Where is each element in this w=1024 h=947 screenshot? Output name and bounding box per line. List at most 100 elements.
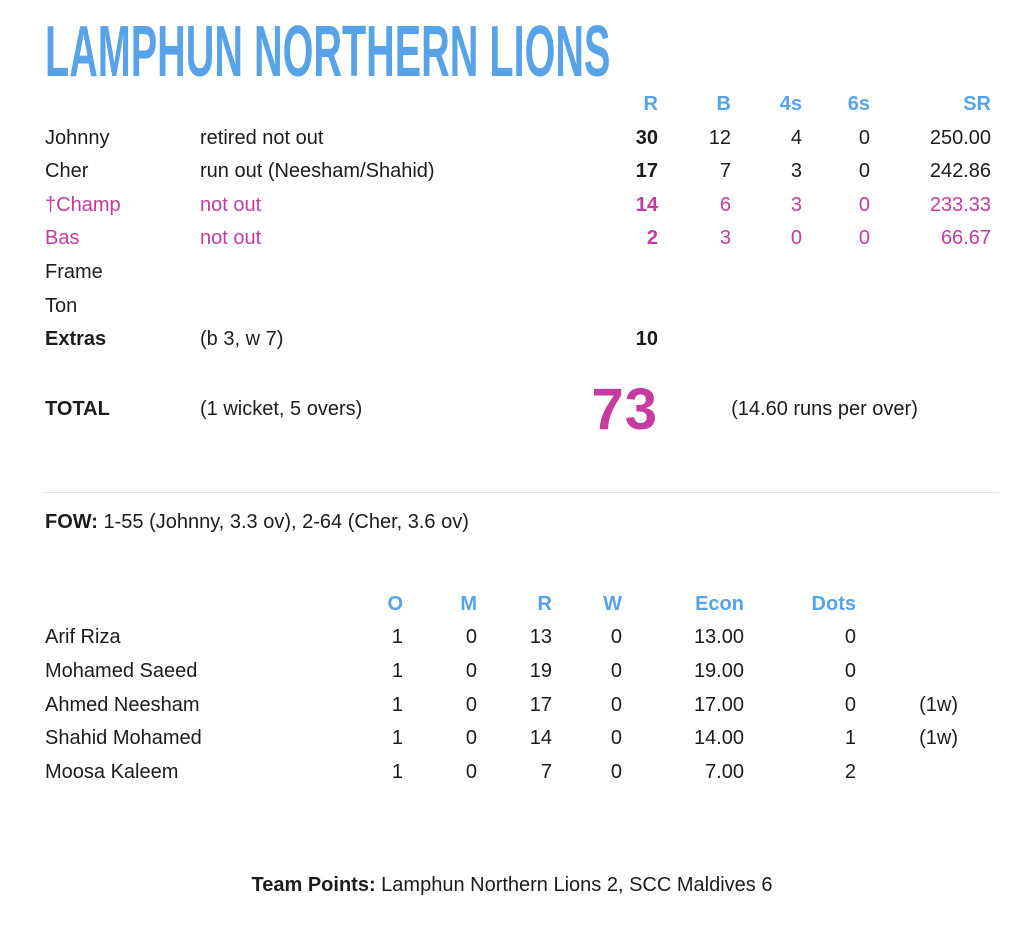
- maidens-value: 0: [465, 659, 477, 682]
- bowling-col-bowler: [45, 588, 295, 622]
- total-score: 73: [591, 376, 658, 442]
- batsman-name: Johnny: [45, 126, 110, 149]
- bowling-col-dots: Dots: [811, 592, 856, 615]
- bowling-row: Ahmed Neesham 1 0 17 0 17.00 0 (1w): [45, 689, 958, 723]
- batting-col-balls: B: [716, 93, 731, 115]
- wickets-value: 0: [610, 693, 622, 716]
- batting-col-fours: 4s: [779, 93, 802, 115]
- fall-of-wickets: FOW: 1-55 (Johnny, 3.3 ov), 2-64 (Cher, …: [45, 506, 1024, 539]
- bowling-col-overs: O: [387, 592, 403, 615]
- runs-conceded-value: 14: [529, 727, 552, 750]
- run-rate: (14.60 runs per over): [731, 398, 918, 421]
- extras-label: Extras: [45, 328, 107, 351]
- bowling-extras-value: [856, 621, 958, 655]
- batsman-name: Frame: [45, 260, 103, 283]
- balls-value: 3: [719, 227, 731, 250]
- runs-value: 2: [646, 227, 658, 250]
- runs-value: [503, 256, 658, 290]
- total-row: TOTAL (1 wicket, 5 overs) 73 (14.60 runs…: [45, 375, 1024, 445]
- batting-row-not-out: †Champ not out 14 6 3 0 233.33: [45, 189, 991, 223]
- bowling-row: Moosa Kaleem 1 0 7 0 7.00 2: [45, 756, 958, 790]
- bowling-col-economy: Econ: [695, 592, 744, 615]
- batsman-name: †Champ: [45, 193, 121, 216]
- sixes-value: [802, 290, 870, 324]
- batting-row: Ton: [45, 290, 991, 324]
- fow-text: 1-55 (Johnny, 3.3 ov), 2-64 (Cher, 3.6 o…: [97, 510, 469, 533]
- overs-value: 1: [391, 693, 403, 716]
- dismissal-text: retired not out: [200, 126, 324, 149]
- bowling-extras-value: [856, 655, 958, 689]
- runs-conceded-value: 7: [540, 760, 552, 783]
- scorecard-page: { "colors": { "accent_blue": "#58a3e8", …: [0, 12, 1024, 947]
- overs-value: 1: [391, 659, 403, 682]
- dismissal-text: [200, 290, 503, 324]
- bowling-col-wickets: W: [603, 592, 622, 615]
- sixes-value: [802, 256, 870, 290]
- fours-value: 3: [790, 193, 802, 216]
- sixes-value: 0: [858, 126, 870, 149]
- wickets-value: 0: [610, 760, 622, 783]
- fours-value: 0: [790, 227, 802, 250]
- bowling-row: Mohamed Saeed 1 0 19 0 19.00 0: [45, 655, 958, 689]
- overs-value: 1: [391, 727, 403, 750]
- bowler-name: Mohamed Saeed: [45, 659, 198, 682]
- batting-row: Frame: [45, 256, 991, 290]
- team-title: LAMPHUN NORTHERN LIONS: [45, 12, 611, 92]
- strike-rate-value: 242.86: [929, 160, 991, 183]
- fow-label: FOW:: [45, 510, 98, 533]
- dismissal-text: not out: [200, 227, 262, 250]
- maidens-value: 0: [465, 760, 477, 783]
- total-label: TOTAL: [45, 398, 110, 421]
- strike-rate-value: 66.67: [940, 227, 991, 250]
- batting-col-strike-rate: SR: [963, 93, 991, 115]
- total-detail: (1 wicket, 5 overs): [200, 398, 363, 421]
- strike-rate-value: [870, 290, 991, 324]
- fours-value: [731, 290, 802, 324]
- dots-value: 0: [844, 693, 856, 716]
- wickets-value: 0: [610, 626, 622, 649]
- dots-value: 0: [844, 659, 856, 682]
- sixes-value: 0: [858, 193, 870, 216]
- batting-col-sixes: 6s: [847, 93, 870, 115]
- batting-col-player: [45, 88, 200, 122]
- balls-value: 7: [719, 160, 731, 183]
- maidens-value: 0: [465, 693, 477, 716]
- batting-col-runs: R: [643, 93, 658, 115]
- maidens-value: 0: [465, 727, 477, 750]
- batsman-name: Ton: [45, 294, 78, 317]
- batsman-name: Bas: [45, 227, 80, 250]
- maidens-value: 0: [465, 626, 477, 649]
- bowling-col-runs: R: [537, 592, 552, 615]
- bowling-table: O M R W Econ Dots Arif Riza 1 0 13 0 13.…: [45, 588, 958, 790]
- bowling-extras-value: [856, 756, 958, 790]
- overs-value: 1: [391, 626, 403, 649]
- bowling-col-extras: [856, 588, 958, 622]
- wickets-value: 0: [610, 659, 622, 682]
- batsman-name: Cher: [45, 160, 89, 183]
- fours-value: [731, 256, 802, 290]
- header: LAMPHUN NORTHERN LIONS: [45, 12, 1024, 92]
- runs-value: 30: [635, 126, 658, 149]
- batting-row: Johnny retired not out 30 12 4 0 250.00: [45, 122, 991, 156]
- strike-rate-value: 250.00: [929, 126, 991, 149]
- extras-row: Extras (b 3, w 7) 10: [45, 323, 991, 357]
- bowler-name: Moosa Kaleem: [45, 760, 179, 783]
- batting-row: Cher run out (Neesham/Shahid) 17 7 3 0 2…: [45, 155, 991, 189]
- strike-rate-value: [870, 256, 991, 290]
- fours-value: 3: [790, 160, 802, 183]
- bowling-extras-value: (1w): [919, 693, 958, 716]
- batting-row-not-out: Bas not out 2 3 0 0 66.67: [45, 222, 991, 256]
- extras-runs-value: 10: [635, 328, 658, 351]
- bowling-col-maidens: M: [460, 592, 477, 615]
- dismissal-text: [200, 256, 503, 290]
- economy-value: 19.00: [693, 659, 744, 682]
- dismissal-text: run out (Neesham/Shahid): [200, 160, 435, 183]
- bowling-row: Arif Riza 1 0 13 0 13.00 0: [45, 621, 958, 655]
- runs-value: 14: [635, 193, 658, 216]
- runs-conceded-value: 19: [529, 659, 552, 682]
- balls-value: 6: [719, 193, 731, 216]
- batting-header-row: R B 4s 6s SR: [45, 88, 991, 122]
- economy-value: 14.00: [693, 727, 744, 750]
- economy-value: 7.00: [705, 760, 744, 783]
- runs-value: 17: [635, 160, 658, 183]
